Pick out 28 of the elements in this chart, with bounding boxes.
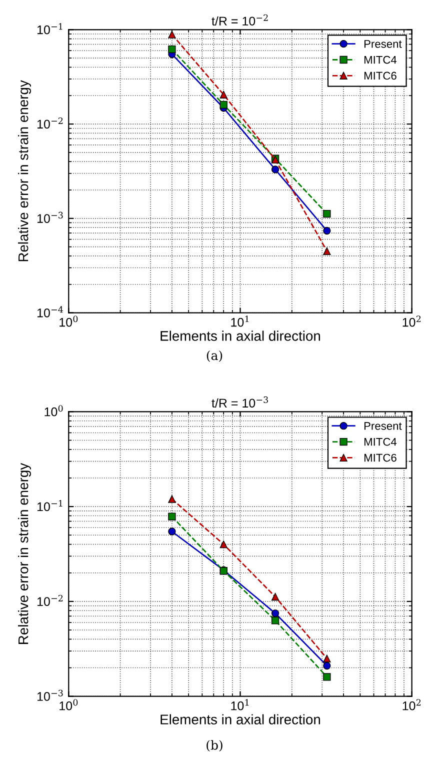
chart-title: t/R = 10$^{−2}$: [212, 14, 268, 26]
x-tick-label: 10$^{0}$: [60, 316, 78, 327]
y-tick-label: 10$^{0}$: [44, 405, 63, 416]
y-tick-label: 10$^{−2}$: [37, 594, 63, 606]
y-tick-label: 10$^{−3}$: [37, 212, 63, 223]
x-tick-label: 10$^{1}$: [231, 699, 249, 710]
x-tick-label: 10$^{2}$: [402, 699, 421, 710]
x-axis-title: Elements in axial direction: [160, 714, 320, 724]
text: (b): [206, 740, 222, 752]
legend-label: MITC6: [364, 72, 396, 80]
y-axis-title: Relative error in strain energy: [18, 462, 31, 644]
y-tick-label: 10$^{−1}$: [37, 500, 62, 512]
x-tick-label: 10$^{2}$: [402, 316, 421, 327]
text: (a): [206, 350, 222, 362]
legend-label: MITC6: [364, 454, 396, 462]
legend-label: Present: [364, 422, 402, 430]
legend-label: MITC4: [364, 56, 397, 64]
legend-label: Present: [364, 40, 402, 48]
y-tick-label: 10$^{−2}$: [37, 117, 63, 129]
x-tick-label: 10$^{0}$: [60, 699, 78, 710]
x-axis-title: Elements in axial direction: [160, 330, 320, 341]
chart-title: t/R = 10$^{−3}$: [212, 396, 268, 408]
x-tick-label: 10$^{1}$: [231, 316, 249, 327]
legend-label: MITC4: [364, 438, 397, 446]
y-axis-title: Relative error in strain energy: [18, 80, 31, 262]
y-tick-label: 10$^{−3}$: [37, 690, 63, 701]
y-tick-label: 10$^{−1}$: [37, 23, 62, 34]
y-tick-label: 10$^{−4}$: [37, 306, 64, 318]
